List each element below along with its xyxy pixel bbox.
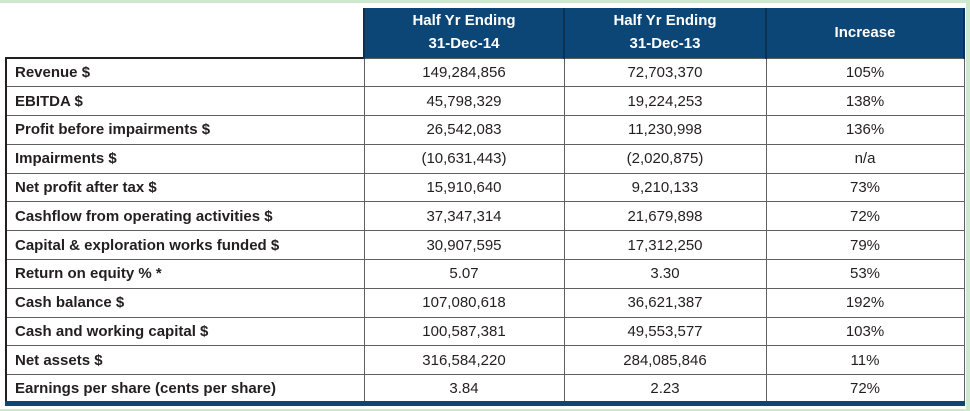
value-halfyr-2014: 30,907,595 (363, 230, 565, 261)
header-line: Increase (834, 23, 896, 41)
value-increase: 103% (765, 316, 965, 347)
value-halfyr-2014: 5.07 (363, 259, 565, 289)
value-halfyr-2013: 21,679,898 (563, 201, 767, 232)
value-increase: 11% (765, 345, 965, 376)
row-label: Cashflow from operating activities $ (5, 201, 365, 232)
table-row: EBITDA $ 45,798,329 19,224,253 138% (5, 86, 965, 117)
row-label: Earnings per share (cents per share) (5, 374, 365, 404)
value-halfyr-2013: 9,210,133 (563, 172, 767, 203)
value-increase: 72% (765, 201, 965, 232)
table-row: Earnings per share (cents per share) 3.8… (5, 374, 965, 404)
table-row: Profit before impairments $ 26,542,083 1… (5, 115, 965, 145)
value-halfyr-2014: 15,910,640 (363, 172, 565, 203)
row-label: Profit before impairments $ (5, 115, 365, 145)
value-increase: 79% (765, 230, 965, 261)
row-label: Cash and working capital $ (5, 316, 365, 347)
header-line: Half Yr Ending (412, 12, 516, 30)
table-body: Revenue $ 149,284,856 72,703,370 105% EB… (5, 57, 965, 404)
value-increase: 136% (765, 115, 965, 145)
value-halfyr-2014: 3.84 (363, 374, 565, 404)
table-row: Net profit after tax $ 15,910,640 9,210,… (5, 172, 965, 203)
value-increase: n/a (765, 143, 965, 174)
value-halfyr-2013: 49,553,577 (563, 316, 767, 347)
header-row: Half Yr Ending 31-Dec-14 Half Yr Ending … (6, 8, 965, 58)
header-line: Half Yr Ending (613, 12, 717, 30)
table-row: Cashflow from operating activities $ 37,… (5, 201, 965, 232)
table-row: Capital & exploration works funded $ 30,… (5, 230, 965, 261)
value-halfyr-2014: 149,284,856 (363, 57, 565, 88)
row-label: Capital & exploration works funded $ (5, 230, 365, 261)
value-halfyr-2013: 3.30 (563, 259, 767, 289)
value-increase: 73% (765, 172, 965, 203)
row-label: Revenue $ (5, 57, 365, 88)
value-halfyr-2014: 107,080,618 (363, 287, 565, 318)
value-halfyr-2013: 36,621,387 (563, 287, 767, 318)
row-label: Impairments $ (5, 143, 365, 174)
table-row: Net assets $ 316,584,220 284,085,846 11% (5, 345, 965, 376)
column-header-halfyr-2013: Half Yr Ending 31-Dec-13 (563, 8, 767, 58)
value-halfyr-2013: (2,020,875) (563, 143, 767, 174)
value-increase: 192% (765, 287, 965, 318)
table-row: Return on equity % * 5.07 3.30 53% (5, 259, 965, 289)
row-label: Cash balance $ (5, 287, 365, 318)
value-halfyr-2013: 17,312,250 (563, 230, 767, 261)
table-row: Cash balance $ 107,080,618 36,621,387 19… (5, 287, 965, 318)
header-line: 31-Dec-14 (428, 34, 500, 52)
value-halfyr-2013: 284,085,846 (563, 345, 767, 376)
value-halfyr-2014: 37,347,314 (363, 201, 565, 232)
page-trim-right (966, 0, 970, 411)
table-row: Cash and working capital $ 100,587,381 4… (5, 316, 965, 347)
value-halfyr-2014: 26,542,083 (363, 115, 565, 145)
table-row: Impairments $ (10,631,443) (2,020,875) n… (5, 143, 965, 174)
table-row: Revenue $ 149,284,856 72,703,370 105% (5, 57, 965, 88)
value-increase: 53% (765, 259, 965, 289)
header-line: 31-Dec-13 (629, 34, 701, 52)
value-halfyr-2013: 19,224,253 (563, 86, 767, 117)
row-label: Net assets $ (5, 345, 365, 376)
value-halfyr-2013: 72,703,370 (563, 57, 767, 88)
value-increase: 72% (765, 374, 965, 404)
value-halfyr-2014: 45,798,329 (363, 86, 565, 117)
half-year-results-table: Half Yr Ending 31-Dec-14 Half Yr Ending … (5, 8, 965, 407)
column-header-halfyr-2014: Half Yr Ending 31-Dec-14 (363, 8, 565, 58)
value-increase: 105% (765, 57, 965, 88)
value-halfyr-2013: 11,230,998 (563, 115, 767, 145)
column-header-increase: Increase (765, 8, 965, 58)
page-trim-top (0, 0, 970, 3)
value-increase: 138% (765, 86, 965, 117)
value-halfyr-2014: 100,587,381 (363, 316, 565, 347)
value-halfyr-2014: (10,631,443) (363, 143, 565, 174)
page-trim-bottom (0, 409, 970, 411)
corner-cell (6, 8, 364, 58)
value-halfyr-2014: 316,584,220 (363, 345, 565, 376)
value-halfyr-2013: 2.23 (563, 374, 767, 404)
row-label: EBITDA $ (5, 86, 365, 117)
row-label: Net profit after tax $ (5, 172, 365, 203)
row-label: Return on equity % * (5, 259, 365, 289)
